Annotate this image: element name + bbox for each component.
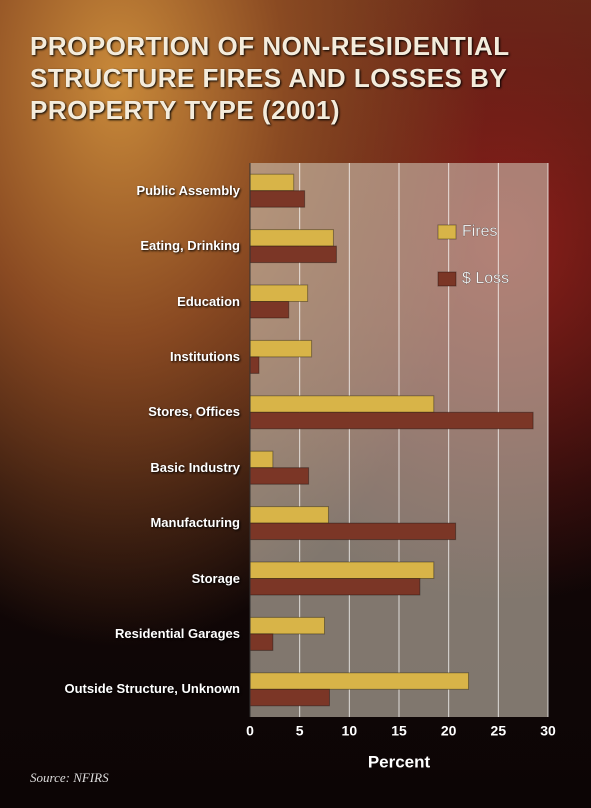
bar xyxy=(249,356,260,374)
legend-swatch xyxy=(437,271,457,287)
chart-title: PROPORTION OF NON-RESIDENTIAL STRUCTURE … xyxy=(30,31,510,125)
bar xyxy=(249,284,309,302)
x-tick-label: 10 xyxy=(342,723,358,739)
bar xyxy=(249,633,274,651)
y-tick-label: Storage xyxy=(191,570,240,586)
bar xyxy=(249,561,435,579)
bar xyxy=(249,450,274,469)
bar xyxy=(249,245,337,264)
y-tick-label: Stores, Offices xyxy=(148,404,240,420)
y-tick-label: Public Assembly xyxy=(136,182,240,198)
y-tick-label: Institutions xyxy=(169,348,240,364)
legend-label: $ Loss xyxy=(462,270,509,287)
bar xyxy=(249,190,306,208)
bar xyxy=(249,339,313,358)
bar xyxy=(249,688,330,707)
legend-swatch xyxy=(437,224,457,240)
bar xyxy=(249,578,421,596)
y-tick-label: Eating, Drinking xyxy=(140,238,240,254)
bar xyxy=(249,173,295,192)
bar xyxy=(249,506,329,524)
y-tick-label: Manufacturing xyxy=(150,515,240,531)
source: Source: NFIRS xyxy=(30,770,109,785)
y-tick-label: Education xyxy=(177,293,240,309)
y-tick-label: Outside Structure, Unknown xyxy=(64,681,240,697)
bar xyxy=(249,301,290,319)
x-tick-label: 20 xyxy=(441,723,457,739)
x-tick-label: 15 xyxy=(391,723,407,739)
bar xyxy=(249,616,325,635)
bar xyxy=(249,672,470,690)
x-tick-label: 25 xyxy=(491,723,507,739)
x-tick-label: 30 xyxy=(540,723,556,739)
x-axis-label: Percent xyxy=(368,752,431,771)
bar xyxy=(249,395,435,413)
bar xyxy=(249,229,334,247)
x-tick-label: 0 xyxy=(246,723,254,739)
bar xyxy=(249,467,310,485)
x-tick-label: 5 xyxy=(296,723,304,739)
y-tick-label: Residential Garages xyxy=(115,625,240,641)
y-tick-label: Basic Industry xyxy=(150,459,240,475)
bar xyxy=(249,522,457,541)
legend-label: Fires xyxy=(462,223,498,240)
bar xyxy=(249,411,534,430)
